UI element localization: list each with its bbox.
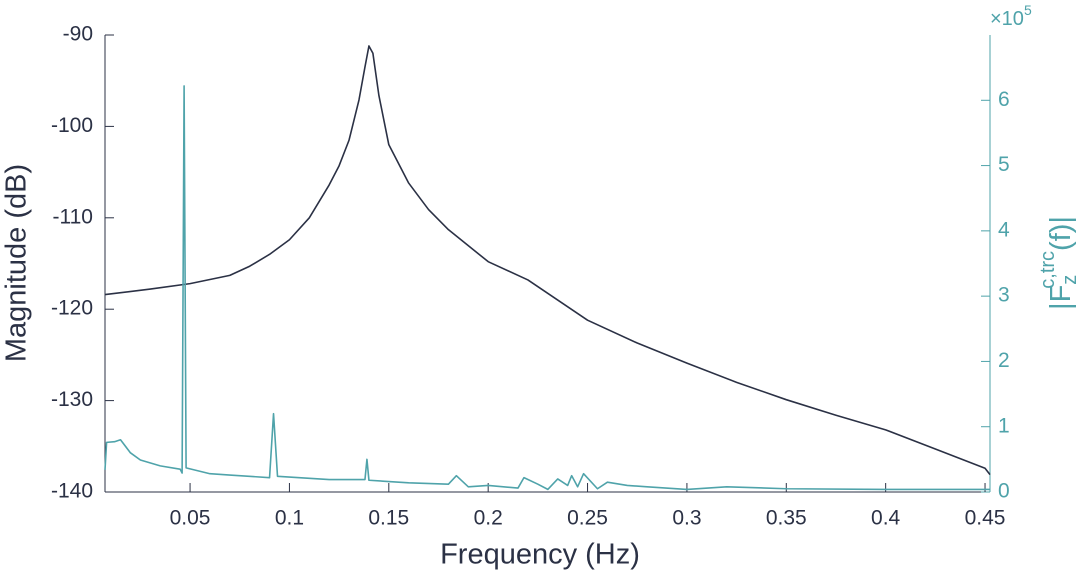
label-part: |F — [1045, 285, 1077, 310]
y2-scale: ×105 — [990, 2, 1032, 31]
y-tick-label: -110 — [53, 205, 93, 228]
y2-tick-label: 3 — [998, 284, 1010, 307]
x-axis-label: Frequency (Hz) — [440, 539, 640, 571]
label-subscript: z — [1059, 275, 1079, 285]
x-tick-label: 0.2 — [474, 507, 503, 530]
x-tick-label: 0.15 — [368, 507, 409, 530]
y2-tick-label: 1 — [998, 414, 1010, 437]
y2-tick-label: 5 — [998, 153, 1010, 176]
y2-tick-label: 6 — [998, 88, 1010, 111]
scale-base: ×10 — [990, 8, 1024, 30]
y2-tick-label: 2 — [998, 349, 1010, 372]
y-axis-label: Magnitude (dB) — [1, 164, 33, 362]
y2-axis-label: |Fzc,trc(f)| — [1037, 216, 1079, 310]
y-tick-label: -140 — [51, 480, 93, 503]
x-tick-label: 0.25 — [567, 507, 608, 530]
y-tick-label: -120 — [51, 297, 93, 320]
x-tick-label: 0.3 — [672, 507, 701, 530]
y2-tick-label: 4 — [998, 218, 1010, 241]
y-tick-label: -130 — [51, 388, 93, 411]
label-superscript: c,trc — [1037, 251, 1059, 289]
scale-exponent: 5 — [1024, 2, 1032, 18]
label-part: (f)| — [1045, 216, 1077, 251]
series-line — [104, 45, 991, 476]
x-tick-label: 0.05 — [170, 507, 211, 530]
x-tick-label: 0.35 — [766, 507, 807, 530]
series-line — [104, 85, 990, 491]
y-tick-label: -90 — [63, 23, 93, 46]
y-tick-label: -100 — [51, 114, 93, 137]
x-tick-label: 0.4 — [871, 507, 901, 530]
x-tick-label: 0.45 — [965, 507, 1006, 530]
y2-tick-label: 0 — [998, 480, 1010, 503]
x-tick-label: 0.1 — [275, 507, 304, 530]
